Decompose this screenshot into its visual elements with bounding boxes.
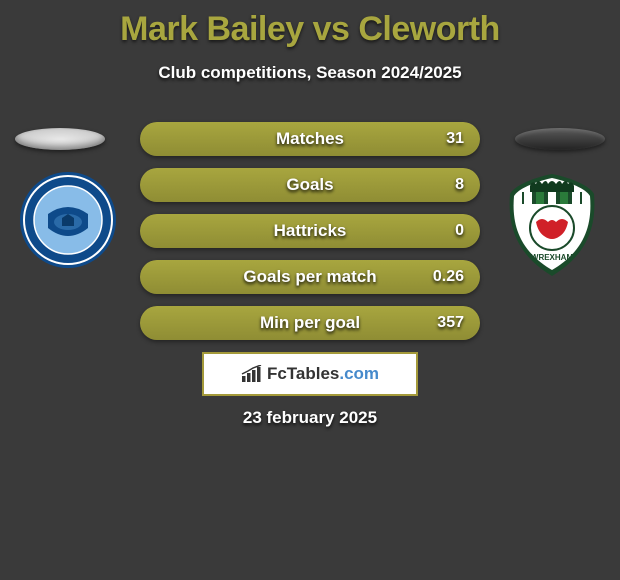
stat-bars: Matches 31 Goals 8 Hattricks 0 Goals per match… [140, 122, 480, 352]
brand-name-text: FcTables [267, 364, 339, 383]
stat-value: 0 [455, 222, 464, 240]
brand-chart-icon [241, 365, 263, 383]
stat-label: Hattricks [274, 221, 347, 241]
brand-suffix: .com [339, 364, 379, 383]
stat-bar: Matches 31 [140, 122, 480, 156]
brand-box: FcTables.com [202, 352, 418, 396]
svg-text:WREXHAM: WREXHAM [531, 253, 574, 262]
stat-label: Min per goal [260, 313, 360, 333]
oval-decor-left [15, 128, 105, 150]
stat-bar: Goals per match 0.26 [140, 260, 480, 294]
club-logo-left [18, 170, 118, 270]
stat-label: Goals per match [243, 267, 376, 287]
club-badge-left-icon [18, 170, 118, 270]
stat-value: 0.26 [433, 268, 464, 286]
brand-name: FcTables.com [267, 364, 379, 384]
oval-decor-right [515, 128, 605, 150]
stat-value: 357 [437, 314, 464, 332]
stat-bar: Goals 8 [140, 168, 480, 202]
infographic-canvas: Mark Bailey vs Cleworth Club competition… [0, 0, 620, 580]
stat-bar: Min per goal 357 [140, 306, 480, 340]
stat-bar: Hattricks 0 [140, 214, 480, 248]
subtitle: Club competitions, Season 2024/2025 [0, 63, 620, 83]
stat-label: Matches [276, 129, 344, 149]
club-badge-right-icon: WREXHAM [502, 170, 602, 280]
stat-label: Goals [286, 175, 333, 195]
title: Mark Bailey vs Cleworth [0, 0, 620, 49]
date-text: 23 february 2025 [0, 408, 620, 428]
stat-value: 31 [446, 130, 464, 148]
stat-value: 8 [455, 176, 464, 194]
club-logo-right: WREXHAM [502, 170, 602, 270]
